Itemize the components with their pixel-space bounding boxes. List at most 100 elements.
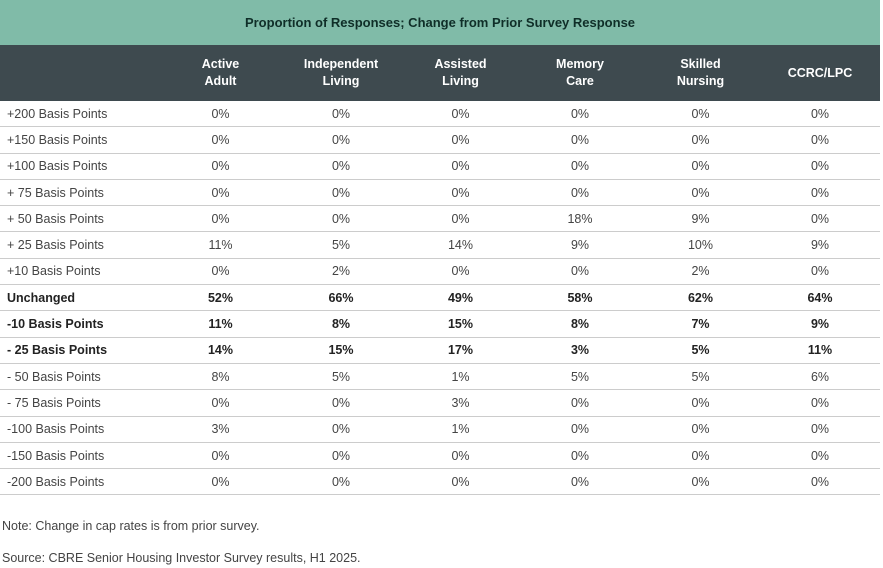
table-row: -200 Basis Points 0% 0% 0% 0% 0% 0% [0,468,880,496]
table-cell: 0% [161,179,280,207]
row-label: -200 Basis Points [0,468,161,496]
column-header-skilled-nursing: Skilled Nursing [641,45,760,101]
table-cell: 64% [760,284,880,312]
table-cell: 17% [402,337,519,364]
column-header-line: Memory [556,57,604,71]
column-header-memory-care: Memory Care [519,45,641,101]
table-row: + 75 Basis Points 0% 0% 0% 0% 0% 0% [0,179,880,207]
table-cell: 62% [641,284,760,312]
table-cell: 0% [519,101,641,128]
column-header-line: Assisted [434,57,487,71]
table-cell: 0% [760,101,880,128]
table-cell: 0% [280,101,402,128]
table-cell: 0% [760,442,880,470]
table-cell: 9% [641,205,760,233]
table-cell: 0% [280,442,402,470]
table-cell: 0% [641,389,760,417]
row-label: -150 Basis Points [0,442,161,470]
table-cell: 11% [760,337,880,364]
table-cell: 2% [641,258,760,286]
table-row: -10 Basis Points 11% 8% 15% 8% 7% 9% [0,310,880,338]
row-label: -10 Basis Points [0,310,161,338]
table-cell: 14% [161,337,280,364]
table-cell: 0% [519,153,641,180]
table-cell: 0% [760,153,880,180]
table-cell: 0% [519,179,641,207]
table-cell: 0% [161,153,280,180]
table-cell: 0% [641,126,760,154]
table-cell: 9% [519,231,641,259]
table-cell: 0% [760,468,880,496]
table-cell: 0% [641,179,760,207]
table-cell: 0% [161,468,280,496]
table-cell: 0% [161,258,280,286]
column-header-ccrc-lpc: CCRC/LPC [760,45,880,101]
table-cell: 0% [760,416,880,443]
column-header-line: Adult [204,74,237,88]
table-cell: 0% [519,468,641,496]
table-cell: 0% [641,101,760,128]
table-cell: 0% [161,205,280,233]
table-cell: 1% [402,363,519,391]
table-cell: 8% [280,310,402,338]
row-label: + 75 Basis Points [0,179,161,207]
table-row: -150 Basis Points 0% 0% 0% 0% 0% 0% [0,442,880,470]
table-row: -100 Basis Points 3% 0% 1% 0% 0% 0% [0,416,880,443]
table-cell: 0% [280,205,402,233]
table-cell: 0% [280,389,402,417]
table-row: Unchanged 52% 66% 49% 58% 62% 64% [0,284,880,312]
column-header-line: Active [201,57,240,71]
table-row: - 25 Basis Points 14% 15% 17% 3% 5% 11% [0,337,880,364]
row-label: +200 Basis Points [0,101,161,128]
row-label: - 50 Basis Points [0,363,161,391]
table-row: + 25 Basis Points 11% 5% 14% 9% 10% 9% [0,231,880,259]
row-label: -100 Basis Points [0,416,161,443]
table-cell: 14% [402,231,519,259]
row-label-header [0,45,161,101]
table-cell: 1% [402,416,519,443]
table-cell: 0% [519,258,641,286]
table-title-banner: Proportion of Responses; Change from Pri… [0,0,880,45]
table-cell: 0% [280,153,402,180]
table-cell: 5% [519,363,641,391]
table-cell: 11% [161,310,280,338]
column-header-line: Living [442,74,479,88]
table-row: - 50 Basis Points 8% 5% 1% 5% 5% 6% [0,363,880,391]
table-cell: 0% [760,258,880,286]
table-cell: 0% [402,205,519,233]
table-cell: 0% [760,179,880,207]
table-cell: 0% [280,126,402,154]
table-cell: 10% [641,231,760,259]
row-label: +10 Basis Points [0,258,161,286]
table-cell: 3% [519,337,641,364]
table-row: + 50 Basis Points 0% 0% 0% 18% 9% 0% [0,205,880,233]
column-header-line: Nursing [676,74,725,88]
column-header-line: Care [566,74,594,88]
table-cell: 9% [760,231,880,259]
column-header-active-adult: Active Adult [161,45,280,101]
table-cell: 18% [519,205,641,233]
source-note: Source: CBRE Senior Housing Investor Sur… [2,551,361,565]
table-cell: 0% [519,126,641,154]
table-cell: 0% [519,416,641,443]
table-row: - 75 Basis Points 0% 0% 3% 0% 0% 0% [0,389,880,417]
row-label: + 25 Basis Points [0,231,161,259]
table-cell: 3% [402,389,519,417]
table-cell: 66% [280,284,402,312]
table-cell: 58% [519,284,641,312]
table-row: +100 Basis Points 0% 0% 0% 0% 0% 0% [0,153,880,180]
table-cell: 5% [280,363,402,391]
table-cell: 0% [161,389,280,417]
table-cell: 0% [402,126,519,154]
table-cell: 0% [280,468,402,496]
column-header-row: Active Adult Independent Living Assisted Liv… [0,45,880,101]
row-label: +100 Basis Points [0,153,161,180]
table-cell: 0% [402,442,519,470]
column-header-line: Skilled [680,57,721,71]
table-cell: 11% [161,231,280,259]
cap-rate-change-table: Active Adult Independent Living Assisted Liv… [0,45,880,496]
row-label: Unchanged [0,284,161,312]
table-cell: 5% [641,337,760,364]
table-cell: 7% [641,310,760,338]
table-cell: 0% [641,468,760,496]
